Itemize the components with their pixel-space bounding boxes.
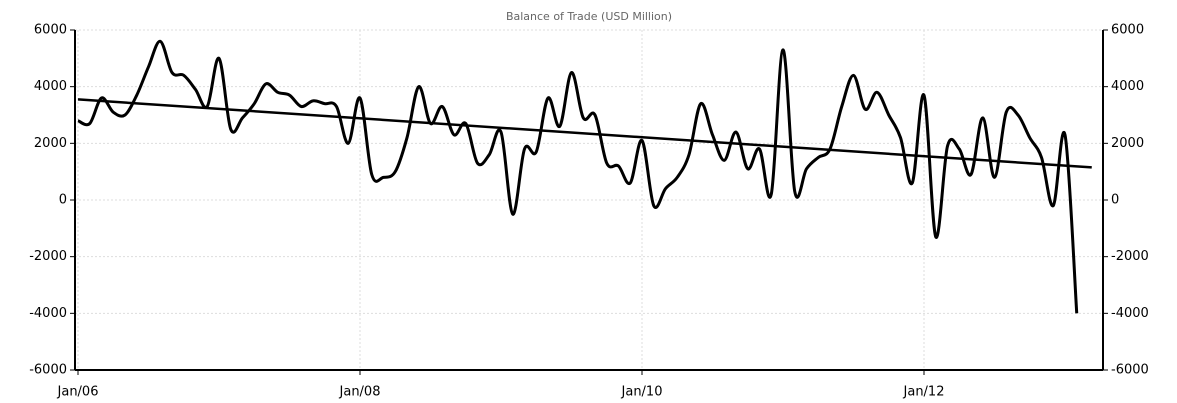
trend-line <box>77 98 1092 169</box>
x-tick-label: Jan/10 <box>621 385 663 400</box>
y2-tick-label: 4000 <box>1111 79 1144 94</box>
y-tick-label: 2000 <box>34 136 67 151</box>
x-tick-label: Jan/08 <box>339 385 381 400</box>
chart-title: Balance of Trade (USD Million) <box>506 10 672 23</box>
y-tick-label: 0 <box>59 193 67 208</box>
y-tick-label: -4000 <box>29 306 67 321</box>
y2-tick-label: 6000 <box>1111 23 1144 38</box>
data-line <box>77 39 1079 314</box>
y2-tick-label: -6000 <box>1111 363 1149 378</box>
x-tick-label: Jan/12 <box>903 385 945 400</box>
y2-tick-label: 2000 <box>1111 136 1144 151</box>
y2-tick-label: 0 <box>1111 193 1119 208</box>
y-tick-label: 4000 <box>34 79 67 94</box>
y2-tick-label: -4000 <box>1111 306 1149 321</box>
y-tick-label: -6000 <box>29 363 67 378</box>
y-tick-label: -2000 <box>29 249 67 264</box>
x-tick-label: Jan/06 <box>57 385 99 400</box>
y2-tick-label: -2000 <box>1111 249 1149 264</box>
y-tick-label: 6000 <box>34 23 67 38</box>
